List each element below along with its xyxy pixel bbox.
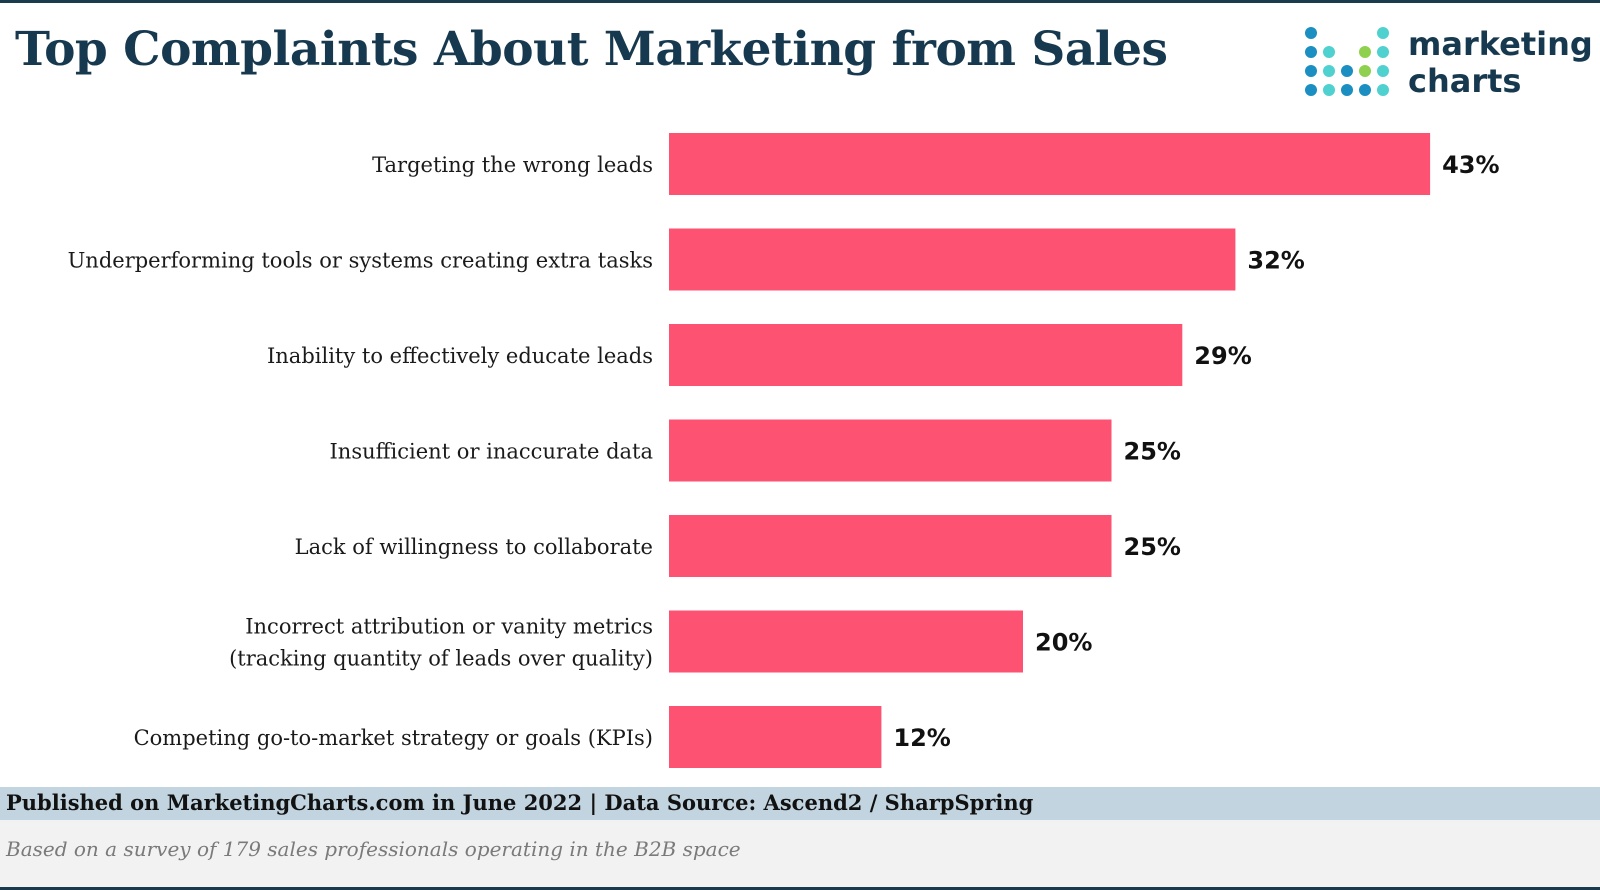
logo-dot	[1305, 27, 1317, 39]
logo-line-1: marketing	[1408, 25, 1593, 63]
logo-dot	[1377, 46, 1389, 58]
bar-6	[669, 610, 1023, 673]
bar-chart: 43% Targeting the wrong leads 32% Underperf…	[68, 133, 1500, 768]
category-label-6-line-2: (tracking quantity of leads over quality…	[229, 647, 653, 671]
logo-dot	[1377, 65, 1389, 77]
top-rule	[0, 0, 1600, 3]
logo-dot	[1377, 27, 1389, 39]
bar-3	[669, 324, 1183, 386]
marketingcharts-logo: marketing charts	[1304, 26, 1594, 106]
survey-note: Based on a survey of 179 sales professio…	[6, 837, 741, 861]
logo-dot	[1323, 65, 1335, 77]
bottom-rule	[0, 887, 1600, 890]
logo-dot	[1341, 65, 1353, 77]
value-label-6: 20%	[1035, 629, 1092, 657]
value-label-5: 25%	[1124, 533, 1181, 561]
logo-dot	[1359, 84, 1371, 96]
logo-dot	[1377, 84, 1389, 96]
logo-dot	[1323, 84, 1335, 96]
category-label-6-line-1: Incorrect attribution or vanity metrics	[245, 615, 653, 639]
category-label-7: Competing go-to-market strategy or goals…	[134, 726, 653, 750]
source-text: Published on MarketingCharts.com in June…	[6, 790, 1034, 815]
logo-dot	[1305, 46, 1317, 58]
value-label-1: 43%	[1442, 151, 1499, 179]
category-label-2: Underperforming tools or systems creatin…	[68, 249, 653, 273]
logo-wordmark: marketing charts	[1408, 26, 1593, 100]
logo-line-2: charts	[1408, 62, 1522, 100]
source-bar: Published on MarketingCharts.com in June…	[0, 787, 1600, 820]
bar-2	[669, 228, 1236, 291]
bar-4	[669, 419, 1112, 482]
logo-dot	[1305, 84, 1317, 96]
category-label-1: Targeting the wrong leads	[372, 153, 653, 177]
logo-dot	[1359, 46, 1371, 58]
logo-dot	[1359, 65, 1371, 77]
value-label-3: 29%	[1194, 342, 1251, 370]
logo-dots-icon	[1305, 27, 1389, 96]
logo-dot	[1323, 46, 1335, 58]
logo-dot	[1305, 65, 1317, 77]
bar-5	[669, 515, 1112, 577]
bar-1	[669, 133, 1431, 195]
bar-7	[669, 706, 882, 768]
value-label-7: 12%	[893, 724, 950, 752]
category-label-4: Insufficient or inaccurate data	[330, 440, 654, 464]
category-label-5: Lack of willingness to collaborate	[295, 535, 653, 559]
value-label-4: 25%	[1124, 438, 1181, 466]
chart-title: Top Complaints About Marketing from Sale…	[15, 22, 1168, 77]
logo-dot	[1341, 84, 1353, 96]
note-area: Based on a survey of 179 sales professio…	[0, 820, 1600, 887]
category-label-3: Inability to effectively educate leads	[267, 344, 653, 368]
value-label-2: 32%	[1247, 247, 1304, 275]
